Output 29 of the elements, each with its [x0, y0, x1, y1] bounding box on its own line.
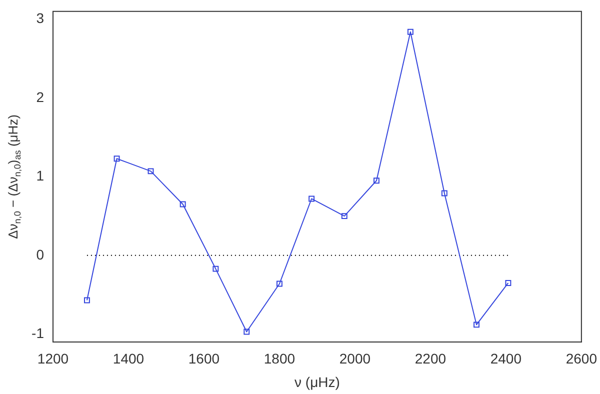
point	[441, 190, 448, 196]
x-tick-label: 2600	[566, 350, 598, 366]
x-tick-label: 1600	[188, 350, 220, 366]
point	[308, 196, 315, 202]
x-tick-label: 1200	[37, 350, 69, 366]
point	[114, 156, 120, 162]
x-axis-title: ν (μHz)	[294, 374, 340, 390]
x-tick-label: 2000	[339, 350, 371, 366]
point	[407, 28, 414, 35]
point	[148, 168, 154, 174]
point	[244, 328, 250, 335]
point	[276, 280, 282, 287]
y-tick-label: 3	[36, 10, 44, 26]
y-axis-title: Δνn,0 − (Δνn,0)as (μHz)	[6, 114, 22, 239]
x-tick-label: 2400	[490, 350, 522, 366]
x-tick-label: 2200	[414, 350, 446, 366]
point	[505, 280, 512, 286]
point	[341, 213, 348, 220]
point	[212, 266, 219, 272]
y-tick-label: 2	[36, 88, 44, 105]
y-tick-label: -1	[32, 324, 44, 341]
x-tick-label: 1400	[112, 350, 144, 366]
y-tick-label: 0	[36, 246, 44, 262]
point	[374, 178, 380, 184]
x-tick-label: 1800	[264, 350, 296, 366]
point	[474, 322, 480, 328]
y-tick-label: 1	[36, 168, 44, 184]
point	[84, 297, 90, 304]
point	[180, 201, 186, 208]
